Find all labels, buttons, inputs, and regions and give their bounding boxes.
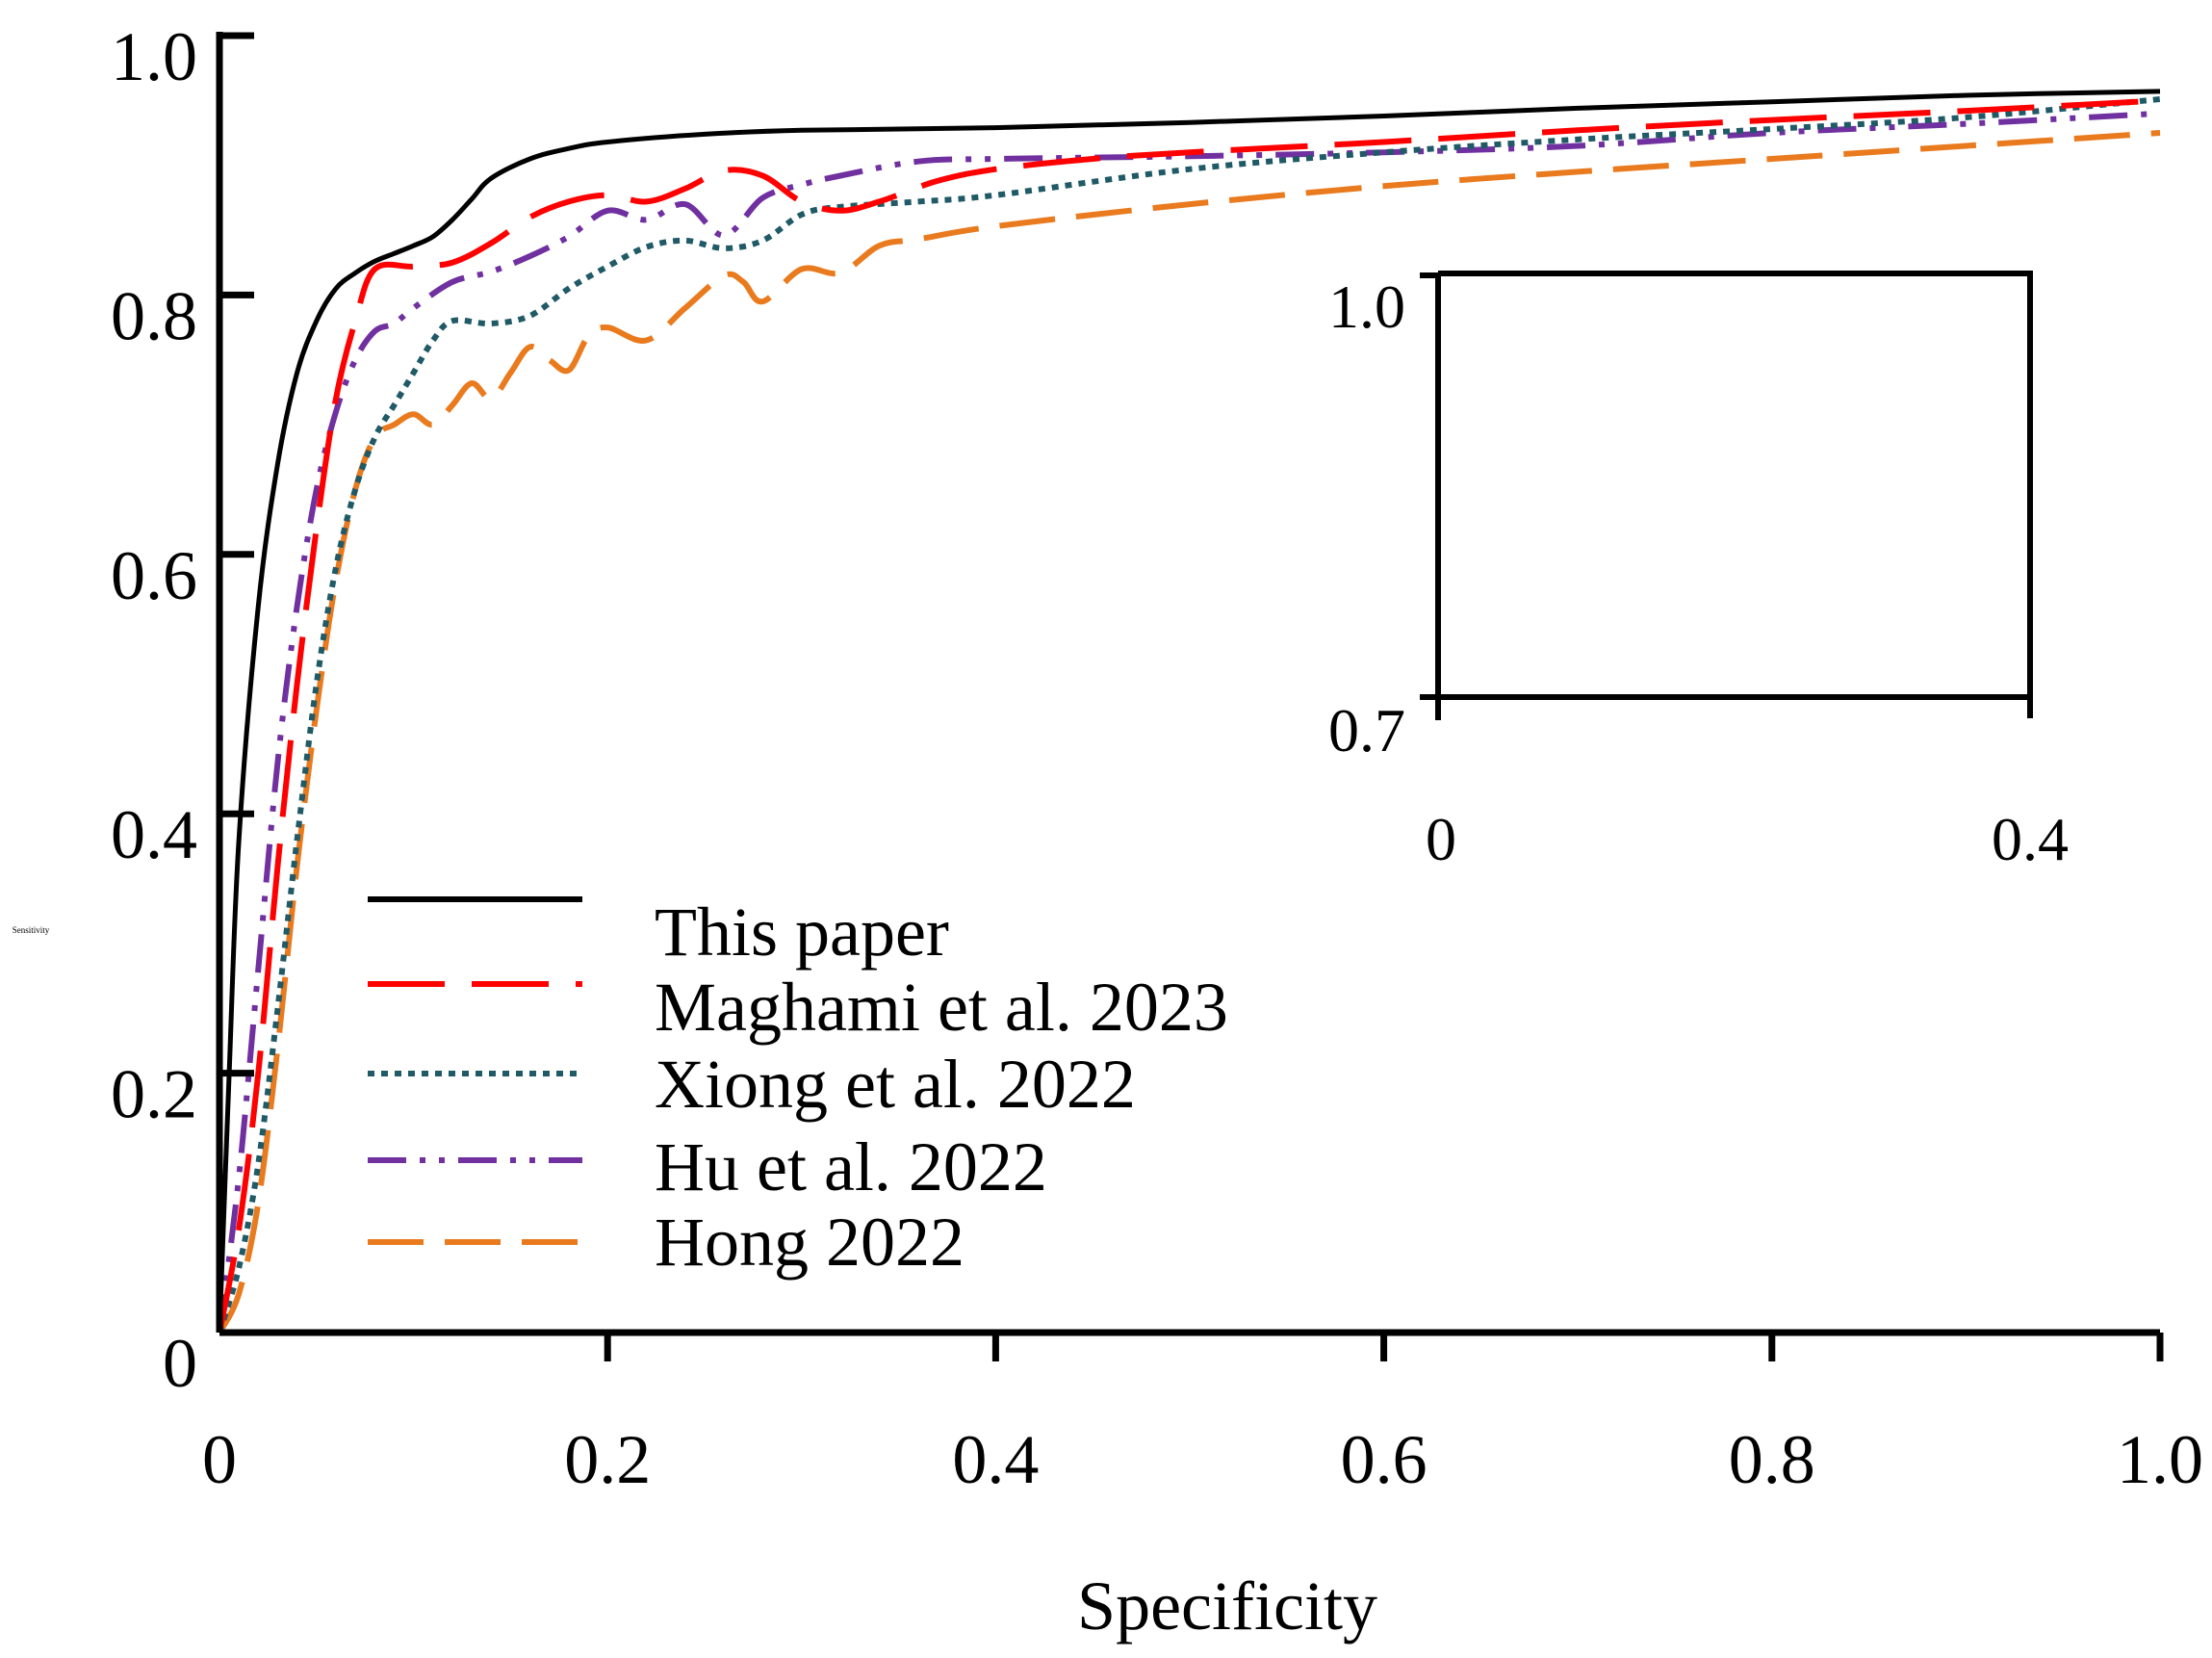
y-axis-title: Sensitivity [13, 925, 50, 935]
inset-x-tick-label-left: 0 [1426, 805, 1456, 873]
series-line-hu-et-al-2022 [217, 110, 2161, 1334]
legend: This paper Maghami et al. 2023 Xiong et … [368, 894, 1228, 1281]
legend-label-hong: Hong 2022 [655, 1204, 965, 1281]
legend-label-maghami: Maghami et al. 2023 [655, 969, 1228, 1046]
series-line-hong-2022 [217, 130, 2161, 1334]
series-layer [217, 89, 2161, 1334]
y-tick-label: 1.0 [111, 18, 197, 95]
x-tick-label: 0.8 [1729, 1421, 1815, 1498]
x-tick-label: 1.0 [2117, 1421, 2203, 1498]
x-tick-label: 0.6 [1341, 1421, 1428, 1498]
x-tick-label: 0.2 [564, 1421, 651, 1498]
series-line-xiong-et-al-2022 [217, 96, 2161, 1334]
x-tick-label: 0.4 [952, 1421, 1039, 1498]
x-tick-label: 0 [202, 1421, 237, 1498]
y-tick-label: 0 [163, 1325, 197, 1402]
series-line-this-paper [217, 89, 2161, 1334]
y-ticks: 0 0.2 0.4 0.6 0.8 1.0 [111, 18, 254, 1402]
legend-label-this-paper: This paper [655, 894, 949, 971]
x-ticks: 0 0.2 0.4 0.6 0.8 1.0 [202, 1333, 2203, 1498]
x-axis-title: Specificity [1077, 1567, 1377, 1645]
inset-y-tick-label-bottom: 0.7 [1328, 696, 1405, 764]
legend-label-hu: Hu et al. 2022 [655, 1128, 1047, 1205]
legend-label-xiong: Xiong et al. 2022 [655, 1046, 1136, 1123]
inset-box: 1.0 0.7 0 0.4 [1328, 271, 2069, 873]
series-line-maghami-et-al-2023 [217, 97, 2161, 1334]
inset-y-tick-label-top: 1.0 [1328, 272, 1405, 341]
y-tick-label: 0.8 [111, 277, 197, 354]
y-tick-label: 0.6 [111, 537, 197, 614]
y-tick-label: 0.2 [111, 1056, 197, 1133]
y-tick-label: 0.4 [111, 796, 197, 873]
inset-x-tick-label-right: 0.4 [1992, 805, 2069, 873]
